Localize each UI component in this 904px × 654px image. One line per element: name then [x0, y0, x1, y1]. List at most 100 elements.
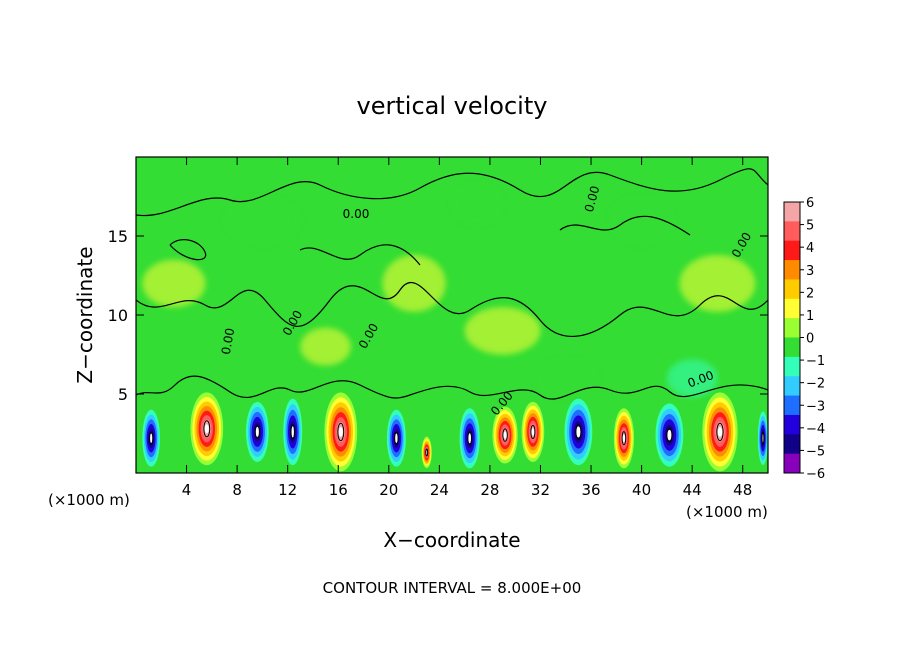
x-tick-label-11: 48	[733, 481, 752, 499]
x-tick-label-6: 28	[480, 481, 499, 499]
velocity-cell-3-band-5	[291, 426, 295, 438]
y-tick-label-1: 10	[108, 306, 128, 325]
x-tick-label-7: 32	[531, 481, 550, 499]
field-patch-0	[142, 259, 206, 308]
velocity-cell-2	[245, 401, 269, 462]
x-axis-label: X−coordinate	[383, 528, 520, 552]
colorbar-swatch-10	[784, 395, 800, 416]
colorbar-swatch-5	[784, 298, 800, 319]
velocity-cell-10-band-5	[576, 426, 581, 438]
colorbar-tick-label-11: −5	[806, 444, 825, 459]
y-axis-label: Z−coordinate	[73, 246, 97, 383]
colorbar-swatch-11	[784, 414, 800, 435]
y-unit-label: (×1000 m)	[48, 491, 130, 509]
velocity-cell-1	[190, 392, 224, 466]
colorbar-swatch-4	[784, 279, 800, 300]
velocity-cell-0-contour	[149, 431, 154, 445]
velocity-cell-9-contour	[530, 424, 536, 440]
velocity-cell-4-contour	[337, 422, 345, 442]
velocity-cell-12-contour	[666, 427, 673, 443]
contour-line-2	[136, 375, 768, 400]
contour-line-1	[136, 281, 768, 338]
colorbar-swatch-0	[784, 202, 800, 222]
contour-label-1: 0.00	[219, 327, 237, 356]
colorbar-swatch-8	[784, 356, 800, 377]
contour-line-4	[559, 215, 691, 236]
colorbar-tick-label-12: −6	[806, 467, 825, 482]
y-axis-ticks: 5 10 15	[108, 227, 768, 404]
contour-lines	[136, 168, 768, 400]
y-tick-label-2: 15	[108, 227, 128, 246]
colorbar-tick-label-9: −3	[806, 399, 825, 414]
velocity-cell-11-contour	[621, 431, 627, 446]
velocity-cell-13-band-7	[717, 426, 723, 437]
colorbar-swatch-12	[784, 434, 800, 455]
velocity-cell-5-band-5	[394, 433, 398, 443]
colorbar: 6 5 4 3 2 1 0 −1 −2 −3 −4 −5 −6	[783, 196, 825, 482]
field-patch-6	[534, 359, 598, 398]
x-tick-label-9: 40	[632, 481, 651, 499]
x-tick-label-10: 44	[683, 481, 702, 499]
velocity-cell-12-band-5	[667, 429, 672, 441]
contour-line-5	[169, 239, 207, 261]
velocity-cell-6-contour	[425, 448, 429, 457]
colorbar-tick-label-3: 3	[806, 264, 814, 279]
y-tick-label-0: 5	[118, 385, 128, 404]
colorbar-tick-label-7: −1	[806, 354, 825, 369]
velocity-cell-14-contour	[761, 431, 765, 445]
colorbar-swatch-9	[784, 376, 800, 397]
x-tick-label-1: 8	[232, 481, 242, 499]
field-patch-8	[452, 183, 503, 225]
velocity-cell-10-contour	[575, 424, 582, 440]
colorbar-tick-label-6: 0	[806, 332, 814, 347]
velocity-cell-11-band-7	[622, 434, 626, 442]
velocity-cell-1-band-7	[204, 424, 209, 434]
velocity-cell-6	[421, 436, 432, 469]
velocity-cell-8-contour	[502, 428, 508, 442]
colorbar-swatch-3	[784, 260, 800, 280]
colorbar-tick-label-2: 4	[806, 241, 814, 256]
velocity-cell-1-contour	[203, 420, 211, 438]
colorbar-swatch-6	[784, 318, 800, 338]
velocity-cell-13	[702, 392, 738, 472]
velocity-cell-7	[459, 408, 480, 469]
colorbar-swatch-13	[784, 453, 800, 474]
field-patch-3	[464, 307, 541, 355]
colorbar-tick-label-0: 6	[806, 196, 814, 211]
colorbar-tick-label-5: 1	[806, 309, 814, 324]
colorbar-swatch-1	[784, 221, 800, 242]
x-tick-label-4: 20	[379, 481, 398, 499]
field-patch-9	[666, 359, 718, 398]
x-axis-ticks: 4 8 12 16 20 24 28 32 36 40 44 48	[182, 157, 752, 499]
velocity-cell-4	[324, 392, 358, 472]
colorbar-swatch-2	[784, 240, 800, 261]
velocity-cell-10	[564, 398, 593, 466]
velocity-cell-8	[492, 406, 518, 464]
contour-label-5: 0.00	[582, 184, 602, 213]
field-patch-1	[224, 196, 301, 244]
velocity-cell-4-band-7	[338, 426, 343, 437]
velocity-cell-12	[655, 403, 684, 467]
velocity-cell-9-band-7	[531, 428, 535, 436]
velocity-cell-3	[283, 398, 303, 466]
contour-label-0: 0.00	[343, 207, 370, 221]
colorbar-tick-label-10: −4	[806, 422, 825, 437]
x-tick-label-5: 24	[430, 481, 449, 499]
x-tick-label-0: 4	[182, 481, 192, 499]
velocity-cells	[142, 392, 768, 472]
field-patch-4	[610, 196, 674, 244]
colorbar-tick-label-1: 5	[806, 219, 814, 234]
field-patches	[142, 183, 756, 398]
x-unit-label: (×1000 m)	[686, 503, 768, 521]
x-tick-label-8: 36	[581, 481, 600, 499]
velocity-cell-0	[142, 409, 161, 467]
velocity-cell-7-band-5	[468, 433, 472, 444]
velocity-cell-11	[613, 408, 635, 469]
velocity-cell-5-contour	[394, 431, 399, 445]
velocity-cell-3-contour	[290, 424, 295, 440]
field-patch-7	[300, 327, 351, 366]
field-patch-5	[679, 254, 756, 312]
velocity-cell-0-band-5	[149, 433, 153, 443]
colorbar-tick-label-4: 2	[806, 286, 814, 301]
